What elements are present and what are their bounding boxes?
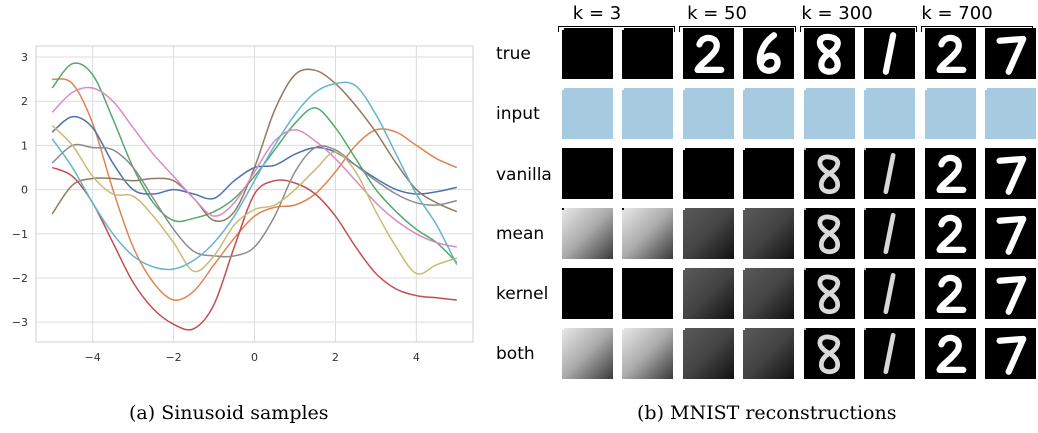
y-tick-label: 0 xyxy=(21,184,28,197)
mnist-cell-true xyxy=(562,28,613,79)
mnist-cell-input xyxy=(864,88,915,139)
mnist-cell-mean xyxy=(985,208,1036,259)
mnist-cell-vanilla xyxy=(804,148,855,199)
mnist-cell-both xyxy=(864,328,915,379)
mnist-cell-input xyxy=(562,88,613,139)
series-line-3 xyxy=(51,166,457,331)
mnist-cell-input xyxy=(622,88,673,139)
row-label-mean: mean xyxy=(496,224,545,244)
caption-mnist: (b) MNIST reconstructions xyxy=(637,402,897,424)
x-tick-label: −2 xyxy=(165,351,181,364)
mnist-cell-both xyxy=(562,328,613,379)
mnist-cell-true xyxy=(743,28,794,79)
mnist-cell-mean xyxy=(925,208,976,259)
mnist-cell-kernel xyxy=(925,268,976,319)
series-line-2 xyxy=(51,62,458,264)
y-tick-label: 2 xyxy=(21,95,28,108)
mnist-cell-mean xyxy=(743,208,794,259)
mnist-cell-true xyxy=(985,28,1036,79)
sinusoid-plot: −4 −2 0 2 4 3 2 1 0 −1 −2 −3 xyxy=(12,45,474,364)
mnist-cell-vanilla xyxy=(925,148,976,199)
x-tick-label: 2 xyxy=(332,351,339,364)
mnist-cell-mean xyxy=(622,208,673,259)
row-label-kernel: kernel xyxy=(496,284,549,304)
row-label-both: both xyxy=(496,344,535,364)
mnist-cell-both xyxy=(925,328,976,379)
series-line-7 xyxy=(51,143,457,258)
mnist-cell-kernel xyxy=(985,268,1036,319)
series-line-9 xyxy=(51,81,458,271)
series-line-5 xyxy=(51,68,458,223)
y-tick-label: 3 xyxy=(21,51,28,64)
k-bracket-300 xyxy=(800,26,917,32)
x-tick-label: 4 xyxy=(413,351,420,364)
mnist-cell-true xyxy=(622,28,673,79)
mnist-cell-input xyxy=(925,88,976,139)
mnist-cell-vanilla xyxy=(562,148,613,199)
mnist-cell-true xyxy=(864,28,915,79)
mnist-cell-kernel xyxy=(562,268,613,319)
mnist-cell-input xyxy=(743,88,794,139)
mnist-cell-vanilla xyxy=(985,148,1036,199)
mnist-cell-vanilla xyxy=(743,148,794,199)
y-tick-label: −2 xyxy=(12,272,28,285)
mnist-cell-kernel xyxy=(683,268,734,319)
mnist-cell-true xyxy=(683,28,734,79)
row-label-input: input xyxy=(496,104,540,124)
series-line-6 xyxy=(51,86,457,248)
mnist-cell-kernel xyxy=(622,268,673,319)
mnist-cell-vanilla xyxy=(864,148,915,199)
mnist-cell-both xyxy=(985,328,1036,379)
mnist-cell-input xyxy=(804,88,855,139)
series-line-8 xyxy=(51,124,458,275)
mnist-cell-both xyxy=(683,328,734,379)
k-bracket-50 xyxy=(679,26,796,32)
k-bracket-3 xyxy=(558,26,675,32)
mnist-cell-kernel xyxy=(864,268,915,319)
series-line-1 xyxy=(52,78,458,302)
mnist-cell-mean xyxy=(562,208,613,259)
caption-sinusoid: (a) Sinusoid samples xyxy=(129,402,329,424)
x-tick-label: −4 xyxy=(85,351,101,364)
row-label-true: true xyxy=(496,44,531,64)
x-tick-label: 0 xyxy=(251,351,258,364)
mnist-cell-both xyxy=(743,328,794,379)
mnist-cell-mean xyxy=(683,208,734,259)
mnist-cell-kernel xyxy=(743,268,794,319)
mnist-cell-input xyxy=(985,88,1036,139)
mnist-cell-vanilla xyxy=(622,148,673,199)
mnist-cell-input xyxy=(683,88,734,139)
plot-frame xyxy=(35,45,474,343)
mnist-cell-both xyxy=(804,328,855,379)
mnist-cell-mean xyxy=(804,208,855,259)
k-label-50: k = 50 xyxy=(687,3,747,24)
mnist-cell-mean xyxy=(864,208,915,259)
k-label-700: k = 700 xyxy=(921,3,993,24)
mnist-cell-kernel xyxy=(804,268,855,319)
row-label-vanilla: vanilla xyxy=(496,165,552,185)
mnist-cell-true xyxy=(925,28,976,79)
k-label-300: k = 300 xyxy=(801,3,873,24)
mnist-cell-true xyxy=(804,28,855,79)
y-tick-label: −3 xyxy=(12,316,28,329)
k-label-3: k = 3 xyxy=(572,3,622,24)
y-tick-label: 1 xyxy=(21,139,28,152)
mnist-cell-both xyxy=(622,328,673,379)
y-tick-label: −1 xyxy=(12,228,28,241)
mnist-cell-vanilla xyxy=(683,148,734,199)
